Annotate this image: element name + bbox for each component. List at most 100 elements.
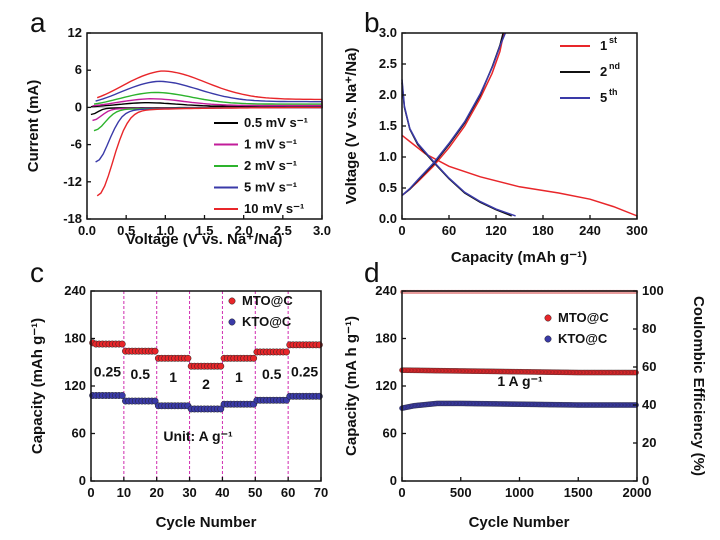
panel-b: b 0 60 120 180 240 300 0.0 0.5 1.0 1.5 2.0 2.5 3.0 C… [343,7,648,266]
panel-a-xtick-label: 1.5 [195,223,213,238]
panel-d-rate-annotation: 1 A g⁻¹ [497,373,543,389]
panel-a-ytick-label: 12 [68,25,82,40]
panel-b-discharge-curve-1 [401,134,638,217]
panel-c-point-MTO@C [151,347,159,355]
panel-b-xlabel: Capacity (mAh g⁻¹) [451,249,587,266]
panel-a-ytick-label: 6 [75,62,82,77]
panel-c-rate-label: 0.5 [131,366,151,382]
panel-a-xtick-label: 3.0 [313,223,331,238]
panel-b-legend-label-5: 5 [600,90,607,105]
panel-c-xtick-label: 10 [117,485,131,500]
panel-d-xtick-label: 500 [450,485,472,500]
panel-a-ytick-label: -6 [70,137,82,152]
panel-c-point-KTO@C [118,392,126,399]
panel-d-y2tick-label: 0 [642,473,649,488]
panel-d-xtick-label: 0 [398,485,405,500]
panel-d-point-MTO@C [633,369,639,376]
panel-d-xtick-label: 1500 [564,485,593,500]
panel-c-ytick-label: 180 [64,331,86,346]
panel-b-charge-curve-2 [401,32,504,196]
panel-c-legend-label-MTO@C: MTO@C [242,293,293,308]
panel-c-point-KTO@C [151,397,159,405]
panel-c-ytick-label: 0 [79,473,86,488]
panel-a-xlabel: Voltage (V vs. Na⁺/Na) [126,231,283,248]
panel-d-ytick-label: 60 [383,426,397,441]
panel-c-rate-label: 2 [202,376,210,392]
panel-b-frame [401,32,638,220]
panel-c-rate-label: 0.25 [291,364,318,380]
panel-c-xtick-label: 0 [87,485,94,500]
panel-b-xtick-label: 120 [485,223,507,238]
panel-c-point-MTO@C [217,362,225,370]
panel-d-legend-marker-KTO@C [544,335,552,343]
panel-b-legend-label-1: 1 [600,38,607,53]
panel-c-xtick-label: 30 [182,485,196,500]
panel-d-xtick-label: 2000 [623,485,652,500]
panel-c: c 0 10 20 30 40 50 60 70 0 60 120 180 240 0.25 0.5 1 2 1… [29,257,328,531]
panel-c-legend-marker-KTO@C [228,318,236,326]
panel-d-legend-label-KTO@C: KTO@C [558,331,608,346]
panel-a: a 0.0 0.5 1.0 1.5 2.0 2.5 3.0 -18 -12 -6 0 6 12 Volt… [25,7,331,248]
panel-b-xtick-label: 60 [442,223,456,238]
panel-a-xtick-label: 0.0 [78,223,96,238]
panel-d-xlabel: Cycle Number [469,514,570,531]
panel-b-ytick-label: 2.0 [379,87,397,102]
panel-c-rate-label: 1 [235,369,243,385]
panel-c-ytick-label: 120 [64,378,86,393]
panel-c-point-MTO@C [118,340,126,348]
panel-d-ytick-label: 0 [390,473,397,488]
panel-a-ytick-label: -18 [63,211,82,226]
panel-c-xtick-label: 60 [281,485,295,500]
panel-d-y2tick-label: 60 [642,359,656,374]
panel-b-legend-sup-1: st [609,35,617,45]
panel-a-ytick-label: -12 [63,174,82,189]
panel-d-legend-marker-MTO@C [544,314,552,322]
panel-d-y2tick-label: 80 [642,321,656,336]
panel-c-legend-marker-MTO@C [228,297,236,305]
panel-label-d: d [364,257,380,288]
panel-c-xtick-label: 50 [248,485,262,500]
panel-a-legend-label-5: 10 mV s⁻¹ [244,201,304,216]
panel-c-xlabel: Cycle Number [156,514,257,531]
panel-b-ytick-label: 3.0 [379,25,397,40]
panel-b-ytick-label: 0.5 [379,180,397,195]
panel-b-legend-label-2: 2 [600,64,607,79]
panel-b-ytick-label: 2.5 [379,56,397,71]
panel-a-xtick-label: 2.5 [274,223,292,238]
panel-b-ytick-label: 1.0 [379,149,397,164]
panel-a-cv-curve-5 [96,70,323,197]
panel-a-xtick-label: 1.0 [156,223,174,238]
panel-b-ytick-label: 1.5 [379,118,397,133]
panel-d-ytick-label: 120 [375,378,397,393]
panel-b-legend-sup-2: nd [609,61,620,71]
panel-label-c: c [30,257,44,288]
panel-d-y2tick-label: 20 [642,435,656,450]
panel-c-rate-label: 1 [169,369,177,385]
panel-c-legend-label-KTO@C: KTO@C [242,314,292,329]
panel-b-xtick-label: 0 [398,223,405,238]
panel-c-rate-label: 0.5 [262,366,282,382]
panel-c-ytick-label: 240 [64,283,86,298]
panel-b-discharge-curve-5 [401,79,516,217]
panel-d: d 0 500 1000 1500 20000601201802400204060801… [343,257,707,531]
panel-d-legend-label-MTO@C: MTO@C [558,310,609,325]
panel-a-ylabel: Current (mA) [25,80,42,173]
panel-a-legend-label-2: 1 mV s⁻¹ [244,137,297,152]
panel-label-b: b [364,7,380,38]
panel-d-xtick-label: 1000 [505,485,534,500]
panel-c-point-MTO@C [250,354,258,362]
panel-b-xtick-label: 300 [626,223,648,238]
panel-c-xtick-label: 20 [149,485,163,500]
panel-b-charge-curve-1 [401,32,505,196]
panel-b-ytick-label: 0.0 [379,211,397,226]
panel-d-ytick-label: 180 [375,331,397,346]
panel-c-xtick-label: 70 [314,485,328,500]
panel-d-ylabel: Capacity (mA h g⁻¹) [343,316,360,456]
panel-d-y2tick-label: 40 [642,397,656,412]
panel-c-point-KTO@C [217,405,225,413]
panel-b-xtick-label: 180 [532,223,554,238]
panel-c-ylabel: Capacity (mAh g⁻¹) [29,318,46,454]
panel-a-legend-label-1: 0.5 mV s⁻¹ [244,115,308,130]
panel-c-unit-label: Unit: A g⁻¹ [163,428,233,444]
